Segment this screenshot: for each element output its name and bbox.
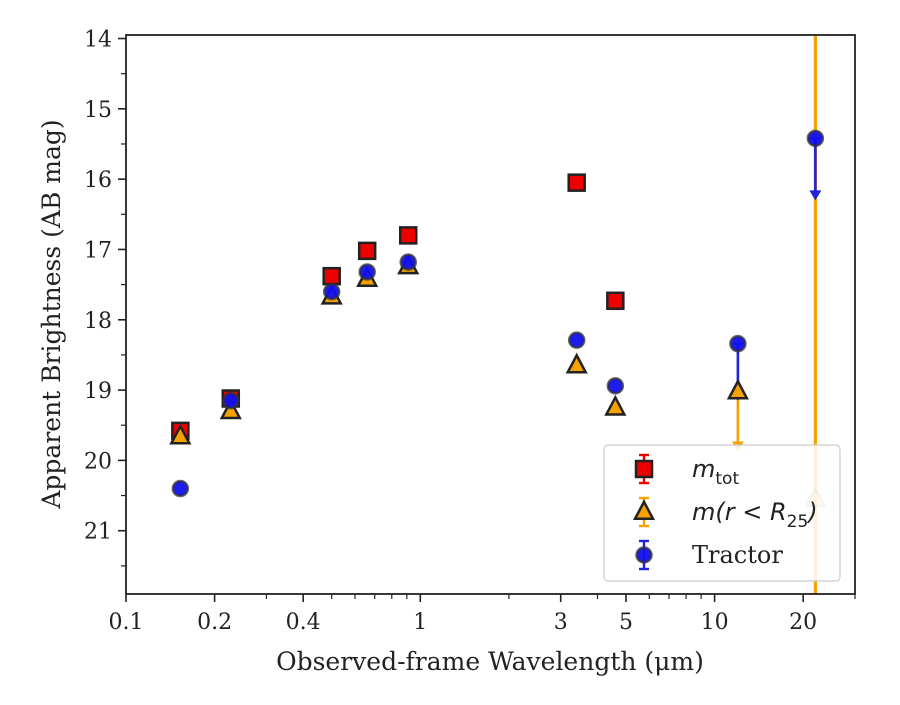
y-tick-label-16: 16 — [84, 168, 112, 193]
square-point-3 — [357, 241, 377, 261]
circle-upper-limit-8 — [809, 137, 822, 201]
circle-point-4 — [399, 253, 417, 271]
y-tick-label-19: 19 — [84, 379, 112, 404]
x-tick-label-5: 5 — [619, 610, 633, 635]
legend-label-main: Tractor — [692, 541, 783, 569]
legend-label-sub: 25 — [787, 512, 809, 532]
y-tick-label-21: 21 — [84, 520, 112, 545]
triangle-point-1 — [219, 398, 242, 420]
y-axis-title: Apparent Brightness (AB mag) — [37, 119, 66, 509]
legend-label-square: mtot — [692, 455, 739, 489]
triangle-point-7 — [726, 378, 749, 400]
legend-label-sub: tot — [715, 469, 739, 489]
plot-area — [169, 35, 827, 594]
legend-marker-square — [634, 459, 654, 479]
y-tick-label-20: 20 — [84, 449, 112, 474]
triangle-point-0 — [169, 423, 192, 445]
y-tick-label-18: 18 — [84, 309, 112, 334]
plot-frame — [125, 34, 856, 595]
y-tick-label-15: 15 — [84, 98, 112, 123]
x-tick-label-10: 10 — [701, 610, 729, 635]
circle-point-7 — [729, 334, 747, 353]
x-tick-label-20: 20 — [789, 610, 817, 635]
x-axis-title: Observed-frame Wavelength (μm) — [276, 647, 704, 676]
legend-marker-circle — [635, 546, 653, 564]
circle-point-5 — [567, 331, 586, 349]
square-point-6 — [606, 291, 625, 311]
square-point-4 — [398, 226, 418, 245]
x-tick-label-3: 3 — [554, 610, 568, 635]
circle-point-6 — [606, 377, 625, 395]
circle-point-2 — [322, 282, 341, 301]
x-tick-label-0.2: 0.2 — [197, 610, 232, 635]
circle-point-0 — [171, 479, 190, 498]
triangle-point-5 — [565, 352, 588, 374]
axes: 14 15 16 17 18 19 20 21 0.1 0.2 0.4 1 3 5 10 20 — [84, 28, 856, 635]
y-tick-label-17: 17 — [84, 238, 112, 263]
y-tick-label-14: 14 — [84, 28, 112, 53]
legend-label-main: m(r < R — [692, 498, 787, 526]
legend-label-triangle: m(r < R25) — [692, 498, 818, 532]
triangle-point-6 — [604, 394, 627, 416]
upper-limit-head — [809, 190, 822, 201]
x-tick-label-0.4: 0.4 — [286, 610, 321, 635]
x-tick-label-1: 1 — [413, 610, 427, 635]
legend-marker-triangle — [632, 499, 656, 521]
x-tick-label-0.1: 0.1 — [109, 610, 144, 635]
square-point-5 — [567, 173, 586, 192]
legend: mtot m(r < R25) Tractor — [603, 444, 841, 582]
legend-box — [603, 444, 841, 582]
circle-point-3 — [358, 263, 376, 281]
legend-label-main: m — [692, 455, 715, 483]
legend-label-end: ) — [806, 498, 817, 526]
square-point-2 — [322, 266, 341, 286]
legend-label-circle: Tractor — [692, 541, 783, 569]
circle-point-8 — [806, 129, 825, 148]
circle-point-1 — [222, 391, 240, 410]
